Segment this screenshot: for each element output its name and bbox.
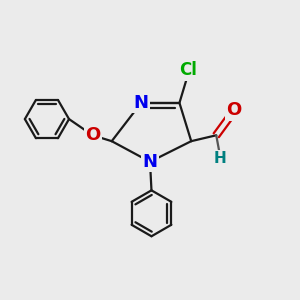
Text: O: O <box>85 126 100 144</box>
Text: H: H <box>213 151 226 166</box>
Text: Cl: Cl <box>179 61 197 80</box>
Text: N: N <box>134 94 149 112</box>
Text: O: O <box>226 101 242 119</box>
Text: N: N <box>142 153 158 171</box>
